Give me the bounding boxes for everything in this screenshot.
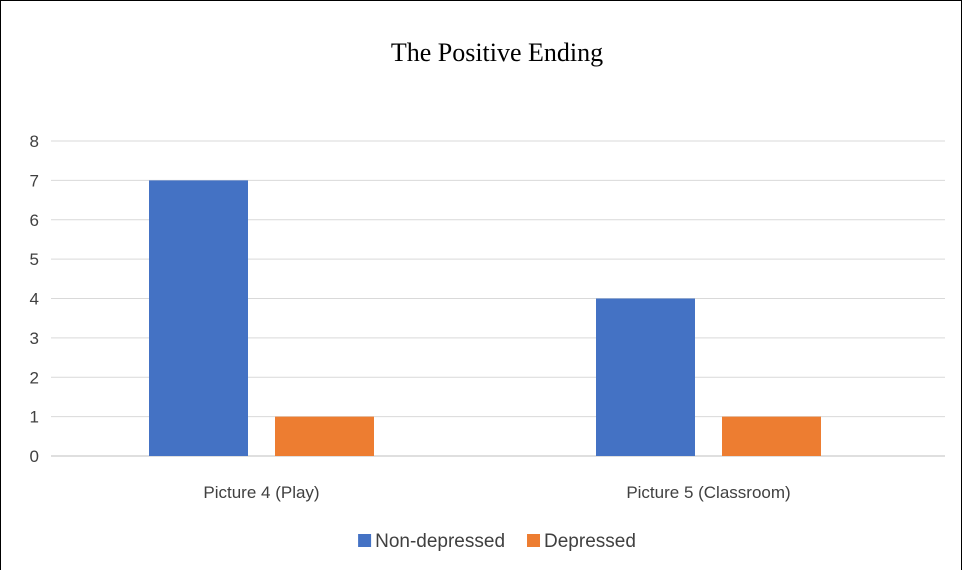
bar-depressed xyxy=(275,416,374,456)
bar-non-depressed xyxy=(596,298,695,456)
legend-swatch xyxy=(358,534,372,547)
bar-non-depressed xyxy=(149,180,248,456)
bar-depressed xyxy=(722,416,821,456)
y-tick-label: 6 xyxy=(30,211,39,230)
x-category-label: Picture 5 (Classroom) xyxy=(626,483,790,502)
chart-title: The Positive Ending xyxy=(391,38,603,67)
bars xyxy=(149,180,821,456)
legend-label: Depressed xyxy=(544,531,636,552)
y-tick-label: 2 xyxy=(30,368,39,387)
legend-label: Non-depressed xyxy=(375,531,505,552)
y-tick-label: 7 xyxy=(30,171,39,190)
y-axis-ticks: 0 1 2 3 4 5 6 7 8 xyxy=(30,132,39,466)
y-tick-label: 1 xyxy=(30,408,39,427)
y-tick-label: 5 xyxy=(30,250,39,269)
x-category-label: Picture 4 (Play) xyxy=(203,483,319,502)
legend: Non-depressed Depressed xyxy=(358,531,636,552)
y-tick-label: 4 xyxy=(30,290,39,309)
y-tick-label: 0 xyxy=(30,447,39,466)
legend-swatch xyxy=(527,534,541,547)
y-tick-label: 8 xyxy=(30,132,39,151)
x-axis-categories: Picture 4 (Play) Picture 5 (Classroom) xyxy=(203,483,790,502)
y-tick-label: 3 xyxy=(30,329,39,348)
